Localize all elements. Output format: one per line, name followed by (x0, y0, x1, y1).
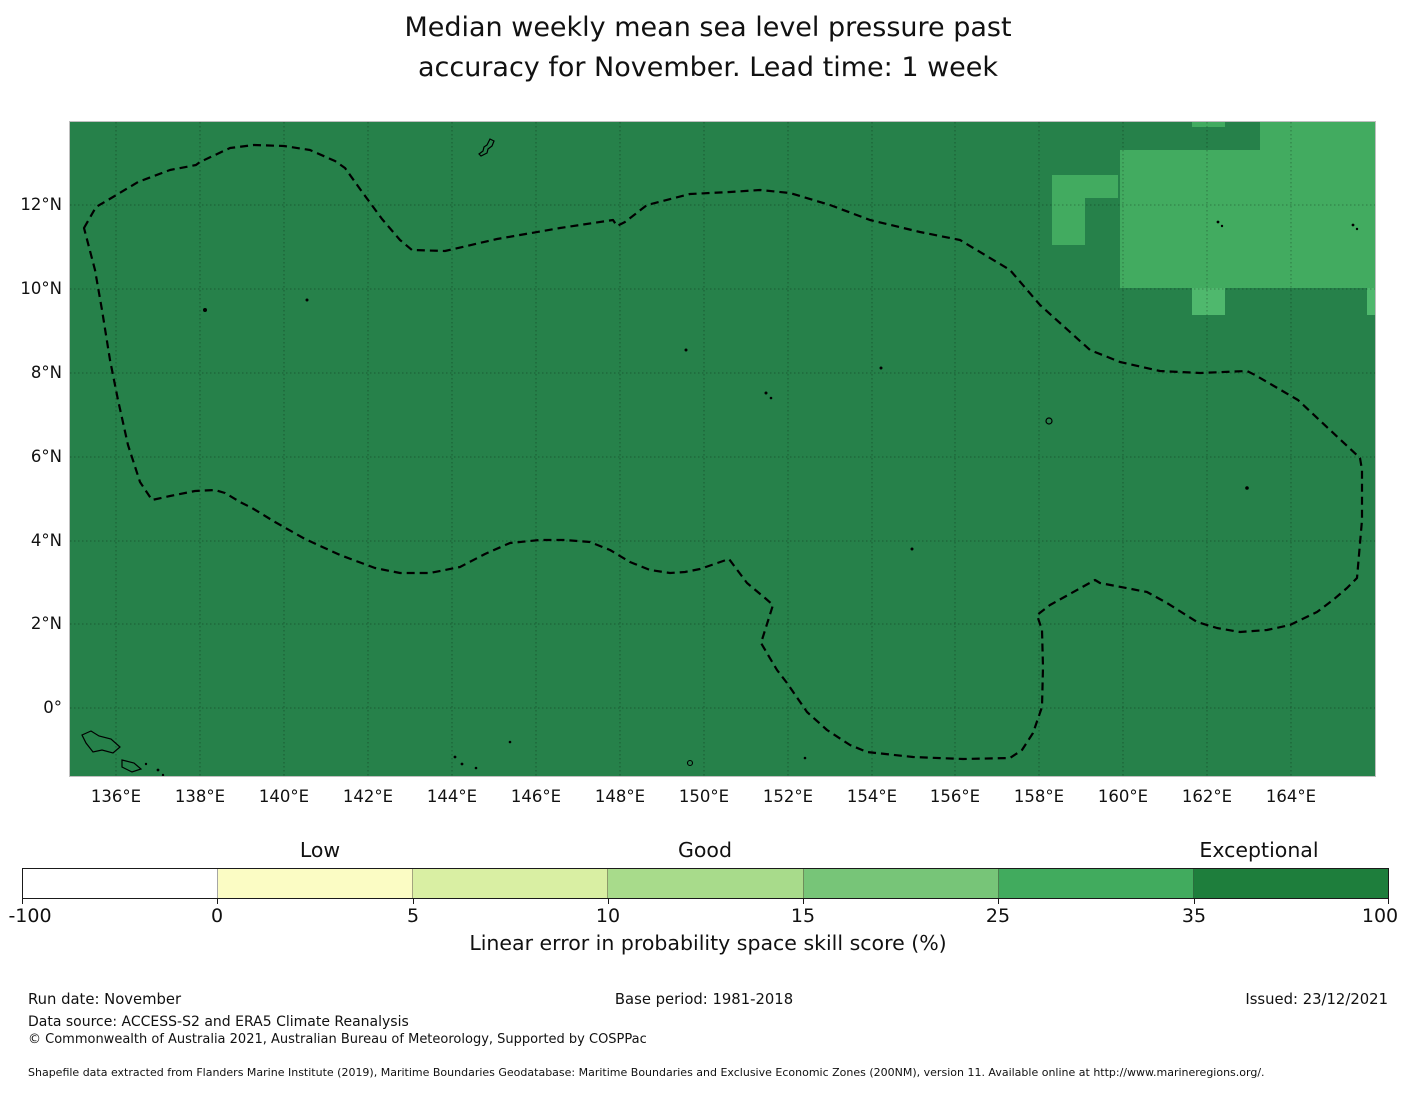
colorbar-segment (413, 869, 609, 898)
map-canvas (70, 122, 1375, 776)
y-axis-tick: 10°N (20, 279, 62, 298)
skill-patches (1052, 122, 1375, 315)
eez-boundary (82, 143, 1364, 761)
x-axis-tick: 156°E (929, 787, 981, 806)
x-axis-tick: 164°E (1265, 787, 1317, 806)
x-axis-tick: 140°E (258, 787, 310, 806)
colorbar-segment (803, 869, 999, 898)
colorbar-tick: 15 (790, 905, 816, 927)
island-outline (478, 138, 495, 157)
colorbar-tickmark (1194, 899, 1195, 904)
colorbar-tick: 35 (1181, 905, 1207, 927)
base-period: Base period: 1981-2018 (614, 991, 794, 1008)
colorbar (22, 868, 1389, 899)
colorbar-tickmark (413, 899, 414, 904)
y-axis-tick: 8°N (30, 363, 62, 382)
x-axis-tick: 150°E (678, 787, 730, 806)
colorbar-label: Linear error in probability space skill … (469, 931, 947, 955)
y-axis-tick: 0° (43, 698, 62, 717)
issued-date: Issued: 23/12/2021 (1245, 991, 1388, 1008)
x-axis-tick: 136°E (90, 787, 142, 806)
colorbar-tickmark (217, 899, 218, 904)
copyright-note: © Commonwealth of Australia 2021, Austra… (28, 1032, 647, 1047)
x-axis-tick: 138°E (174, 787, 226, 806)
data-source: Data source: ACCESS-S2 and ERA5 Climate … (28, 1014, 409, 1030)
x-axis-tick: 144°E (426, 787, 478, 806)
chart-title-line2: accuracy for November. Lead time: 1 week (417, 52, 999, 83)
colorbar-tick: 0 (210, 905, 224, 927)
colorbar-tick: 5 (406, 905, 420, 927)
x-axis-tick: 142°E (342, 787, 394, 806)
colorbar-category-good: Good (678, 838, 732, 862)
graticule (70, 122, 1375, 776)
colorbar-segment (218, 869, 414, 898)
run-date: Run date: November (28, 991, 182, 1008)
x-axis-tick: 160°E (1097, 787, 1149, 806)
colorbar-segment (608, 869, 804, 898)
chart-title-line1: Median weekly mean sea level pressure pa… (404, 12, 1012, 43)
chart-title: Median weekly mean sea level pressure pa… (0, 8, 1416, 88)
colorbar-segment (1193, 869, 1388, 898)
colorbar-tickmark (608, 899, 609, 904)
x-axis-tick: 146°E (510, 787, 562, 806)
x-axis-tick: 162°E (1181, 787, 1233, 806)
colorbar-tickmark (1388, 899, 1389, 904)
colorbar-tickmark (22, 899, 23, 904)
x-axis-tick: 152°E (762, 787, 814, 806)
x-axis-tick: 148°E (594, 787, 646, 806)
y-axis-tick: 12°N (20, 195, 62, 214)
colorbar-segment (23, 869, 219, 898)
island-coastlines (81, 138, 1359, 776)
colorbar-tick: 10 (595, 905, 621, 927)
x-axis-tick: 154°E (846, 787, 898, 806)
colorbar-tick: 100 (1361, 905, 1399, 927)
map-plot (69, 121, 1376, 777)
colorbar-tick: 25 (985, 905, 1011, 927)
colorbar-category-low: Low (299, 838, 341, 862)
colorbar-tickmark (803, 899, 804, 904)
colorbar-tick: -100 (8, 905, 52, 927)
y-axis-tick: 2°N (30, 614, 62, 633)
colorbar-category-exceptional: Exceptional (1199, 838, 1319, 862)
shapefile-note: Shapefile data extracted from Flanders M… (28, 1066, 1265, 1079)
y-axis-tick: 4°N (30, 531, 62, 550)
colorbar-segment (998, 869, 1194, 898)
colorbar-tickmark (998, 899, 999, 904)
y-axis-tick: 6°N (30, 447, 62, 466)
x-axis-tick: 158°E (1013, 787, 1065, 806)
